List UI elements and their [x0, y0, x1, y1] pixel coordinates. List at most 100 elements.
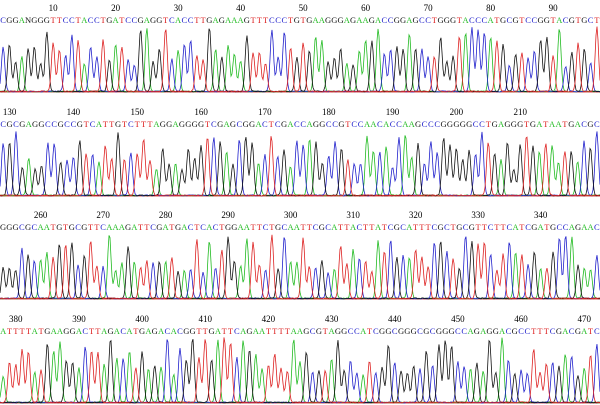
base-call: T [345, 119, 351, 129]
base-call: A [329, 326, 336, 336]
base-call: G [179, 119, 185, 129]
base-call: G [19, 119, 25, 129]
base-call: A [113, 15, 120, 25]
base-call: G [63, 326, 69, 336]
base-call: T [419, 222, 425, 232]
base-call: C [94, 15, 100, 25]
position-tick: 270 [96, 210, 110, 220]
base-call: A [409, 119, 416, 129]
base-call: G [281, 119, 287, 129]
base-call: T [257, 15, 263, 25]
base-call: C [525, 326, 531, 336]
position-tick: 70 [424, 3, 434, 13]
base-call: A [19, 15, 26, 25]
base-call: C [88, 15, 94, 25]
base-call: T [323, 326, 329, 336]
base-call: T [363, 222, 369, 232]
base-call: A [294, 222, 301, 232]
base-call: G [192, 119, 198, 129]
base-call: G [331, 15, 337, 25]
base-call: T [344, 222, 350, 232]
position-tick: 20 [111, 3, 121, 13]
base-call: G [456, 222, 462, 232]
base-call: C [325, 222, 331, 232]
base-call: C [300, 119, 306, 129]
base-call: T [20, 326, 26, 336]
base-call: A [480, 326, 487, 336]
base-call: T [228, 326, 234, 336]
trace-T [0, 234, 600, 300]
base-call: A [463, 15, 470, 25]
base-call: T [219, 222, 225, 232]
base-call: T [494, 15, 500, 25]
base-call: A [113, 222, 120, 232]
base-call: T [263, 15, 269, 25]
base-call: A [101, 326, 108, 336]
base-call: C [128, 119, 134, 129]
base-call: T [576, 15, 582, 25]
base-call: G [175, 222, 181, 232]
base-call: C [32, 222, 38, 232]
position-tick: 130 [3, 107, 17, 117]
base-call: T [257, 222, 263, 232]
base-call: A [145, 326, 152, 336]
base-call: A [313, 15, 320, 25]
base-call: T [494, 222, 500, 232]
base-call: G [25, 222, 31, 232]
base-call: G [56, 222, 62, 232]
base-call: C [125, 15, 131, 25]
base-call: G [183, 326, 189, 336]
base-call: C [507, 222, 513, 232]
position-tick: 190 [386, 107, 400, 117]
base-call: T [543, 119, 549, 129]
base-call: G [69, 222, 75, 232]
base-call: T [26, 326, 32, 336]
base-call: G [166, 119, 172, 129]
base-call: G [511, 119, 517, 129]
base-call: C [237, 119, 243, 129]
base-call: A [57, 326, 64, 336]
base-call: C [419, 15, 425, 25]
base-call: G [319, 119, 325, 129]
position-tick: 50 [299, 3, 309, 13]
base-call: C [417, 326, 423, 336]
position-tick: 470 [577, 314, 591, 324]
base-call: G [115, 119, 121, 129]
base-call: A [171, 326, 178, 336]
position-tick: 420 [262, 314, 276, 324]
base-call: C [326, 119, 332, 129]
base-call: G [32, 119, 38, 129]
base-call: T [251, 222, 257, 232]
base-call: T [89, 326, 95, 336]
base-call: G [7, 119, 13, 129]
base-call: G [243, 119, 249, 129]
base-call: G [398, 326, 404, 336]
base-call: C [213, 222, 219, 232]
base-call: T [544, 222, 550, 232]
base-call: G [125, 222, 131, 232]
base-call: T [63, 222, 69, 232]
base-call: A [467, 326, 474, 336]
base-call: A [581, 326, 588, 336]
base-call: C [71, 119, 77, 129]
base-call: G [441, 119, 447, 129]
base-call: A [402, 119, 409, 129]
base-call: T [138, 222, 144, 232]
base-call: A [224, 119, 231, 129]
base-call: T [544, 326, 550, 336]
base-call: G [512, 326, 518, 336]
base-call: G [400, 15, 406, 25]
base-call: C [463, 222, 469, 232]
base-call: A [370, 119, 377, 129]
trace-G [0, 236, 600, 300]
base-call: A [32, 326, 39, 336]
base-call: A [291, 326, 298, 336]
position-tick: 460 [514, 314, 528, 324]
position-tick: 30 [174, 3, 184, 13]
base-call: G [77, 119, 83, 129]
sequence-row: 10 20 30 40 50 60 70 80 90C G G A N G G G T T C C T A C C T G A T C C… [0, 3, 600, 93]
base-call: G [6, 15, 12, 25]
base-call: C [430, 326, 436, 336]
base-call: G [338, 119, 344, 129]
